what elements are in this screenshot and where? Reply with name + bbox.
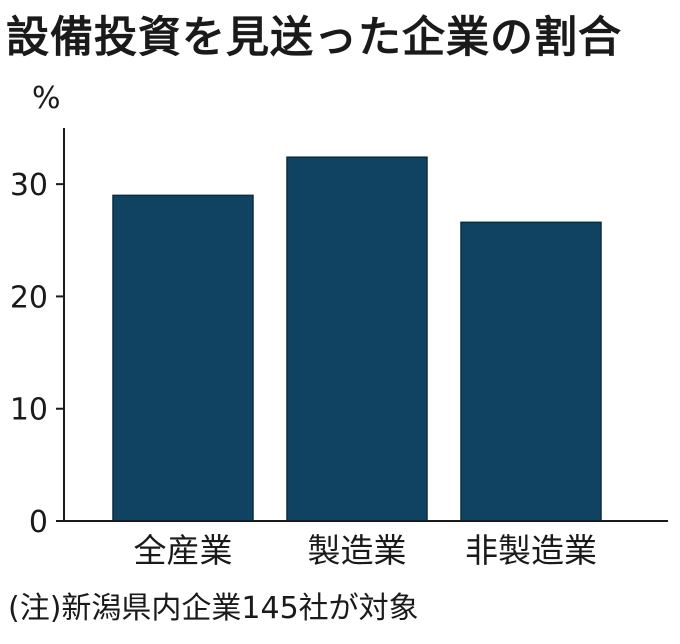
chart-title: 設備投資を見送った企業の割合: [6, 13, 622, 63]
bar-3: [460, 221, 602, 522]
y-tick-label-30: 30: [10, 168, 48, 203]
y-tick-label-10: 10: [10, 393, 48, 428]
y-tick-label-0: 0: [29, 505, 48, 540]
bar-2: [286, 156, 428, 522]
category-label-2: 製造業: [308, 531, 407, 570]
y-unit-label: %: [32, 81, 61, 116]
y-tick-label-20: 20: [10, 280, 48, 315]
bar-1: [112, 194, 254, 522]
category-label-3: 非製造業: [465, 531, 597, 570]
footnote: (注)新潟県内企業145社が対象: [8, 591, 419, 626]
category-label-1: 全産業: [134, 531, 233, 570]
